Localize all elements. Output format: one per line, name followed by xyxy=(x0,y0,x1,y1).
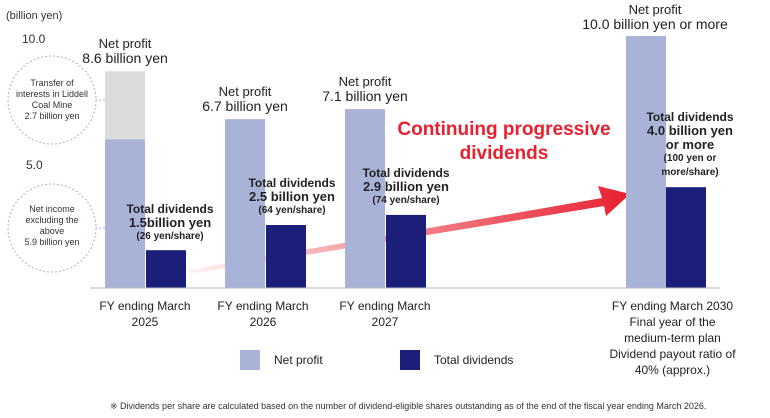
dividend-bar-2026 xyxy=(266,225,306,288)
category-label-2027: FY ending March 2027 xyxy=(339,299,431,329)
y-axis-label: (billion yen) xyxy=(6,10,63,22)
footnote: ※ Dividends per share are calculated bas… xyxy=(110,401,707,411)
y-tick-5: 5.0 xyxy=(26,158,43,172)
net-profit-label-2030: Net profit 10.0 billion yen or more xyxy=(582,2,728,32)
bubble-net-income-text: Net income excluding the above 5.9 billi… xyxy=(24,204,80,247)
y-tick-10: 10.0 xyxy=(22,32,46,46)
headline-text: Continuing progressive dividends xyxy=(397,119,611,164)
dividend-label-2025: Total dividends 1.5billion yen (26 yen/s… xyxy=(126,202,214,242)
net-profit-bar-2025-liddell-segment xyxy=(105,71,145,140)
bubble-transfer-text: Transfer of interests in Liddell Coal Mi… xyxy=(15,78,89,121)
dividend-bar-2027 xyxy=(386,214,426,288)
net-profit-bar-2025-core-segment xyxy=(105,139,145,288)
dividend-label-2027: Total dividends 2.9 billion yen (74 yen/… xyxy=(362,166,450,206)
dividend-bar-2030 xyxy=(666,187,706,288)
category-label-2026: FY ending March 2026 xyxy=(217,299,309,329)
dividend-label-2026: Total dividends 2.5 billion yen (64 yen/… xyxy=(248,176,336,216)
net-profit-bar-2026 xyxy=(225,119,265,288)
net-profit-label-2026: Net profit 6.7 billion yen xyxy=(202,84,288,114)
bubble-transfer xyxy=(7,55,97,145)
legend-label-net-profit: Net profit xyxy=(274,353,323,367)
legend: Net profit Total dividends xyxy=(240,350,513,370)
legend-swatch-total-dividends xyxy=(400,350,420,370)
net-profit-label-2025: Net profit 8.6 billion yen xyxy=(82,36,168,66)
dividend-bar-2025 xyxy=(146,250,186,288)
net-profit-bar-2027 xyxy=(345,109,385,288)
dividend-label-2030: Total dividends 4.0 billion yen or more … xyxy=(646,110,734,178)
category-label-2025: FY ending March 2025 xyxy=(99,299,191,329)
legend-swatch-net-profit xyxy=(240,350,260,370)
category-label-2030: FY ending March 2030 Final year of the m… xyxy=(609,299,736,377)
bubble-net-income xyxy=(7,183,97,273)
net-profit-label-2027: Net profit 7.1 billion yen xyxy=(322,74,408,104)
legend-label-total-dividends: Total dividends xyxy=(434,353,514,367)
net-profit-bar-2030 xyxy=(626,36,666,288)
